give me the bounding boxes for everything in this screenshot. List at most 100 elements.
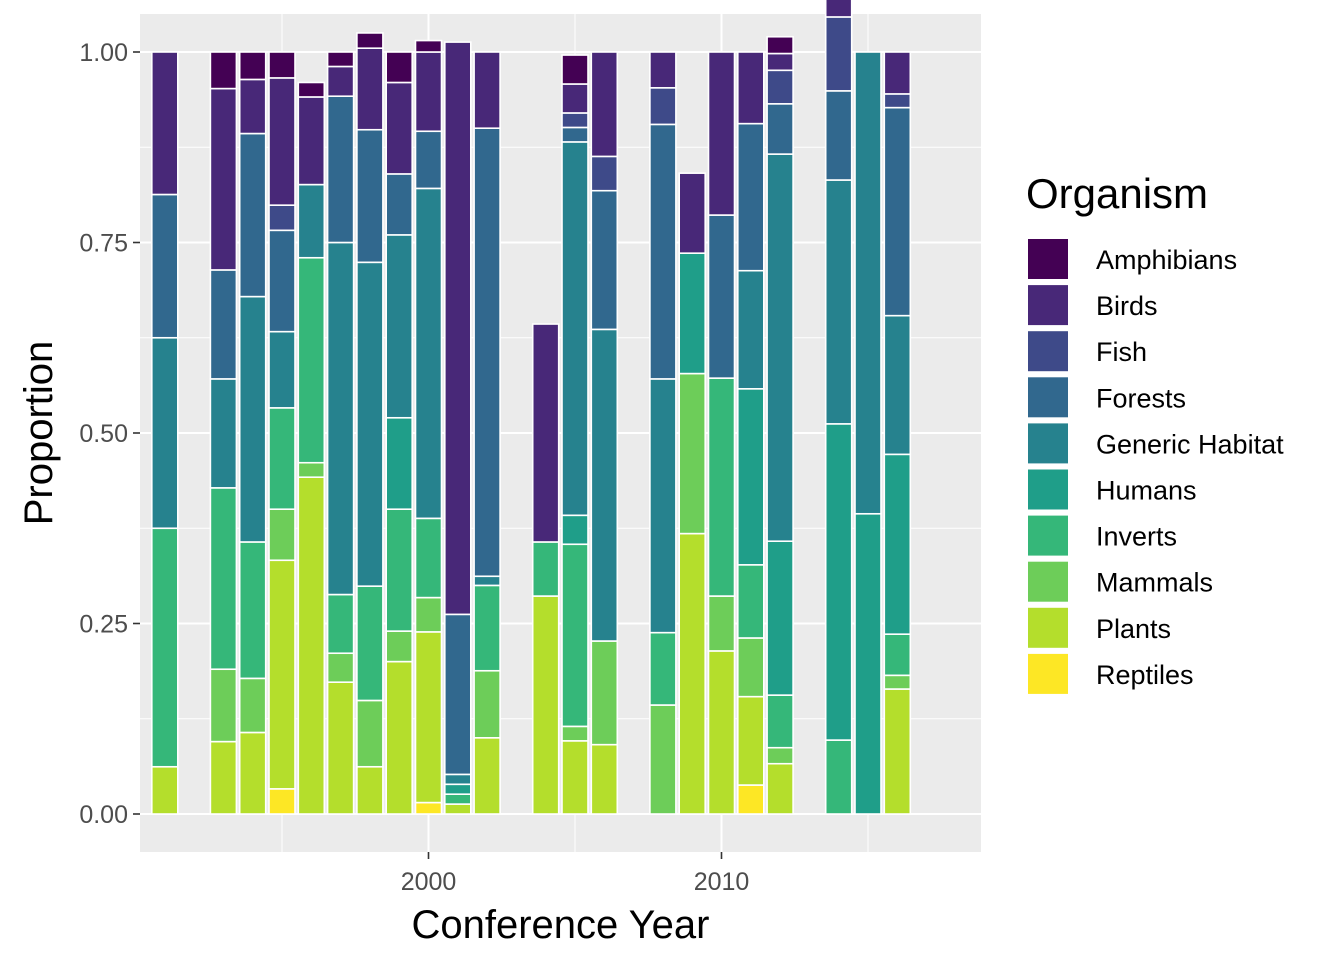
bar-segment-mammals-1998: [356, 699, 384, 768]
legend-label-inverts: Inverts: [1096, 522, 1177, 552]
bar-segment-forests-1999: [385, 173, 414, 236]
bar-segment-inverts-2000: [414, 517, 443, 599]
bar-segment-inverts-2002: [473, 584, 501, 672]
y-axis: 0.00 0.25 0.50 0.75 1.00: [79, 39, 140, 829]
bar-segment-generic-habitat-2012: [766, 153, 794, 543]
legend-key-forests: [1028, 377, 1068, 418]
bar-segment-plants-2000: [414, 631, 443, 804]
bar-segment-mammals-2009: [678, 372, 707, 535]
bar-segment-generic-habitat-2005: [561, 141, 589, 517]
bar-segment-generic-habitat-2006: [590, 328, 619, 642]
bar-segment-birds-2006: [590, 51, 619, 158]
bar-segment-inverts-1991: [151, 527, 179, 768]
bar-segment-forests-1997: [326, 95, 355, 244]
bar-segment-generic-habitat-2000: [414, 187, 443, 520]
bar-segment-birds-1999: [385, 81, 414, 175]
bar-segment-mammals-2005: [561, 725, 589, 742]
bar-segment-birds-1991: [151, 51, 179, 196]
legend-key-humans: [1028, 469, 1068, 510]
bar-segment-forests-2014: [824, 90, 853, 181]
bar-segment-forests-1993: [209, 269, 238, 380]
bar-segment-plants-2011: [736, 695, 765, 786]
bar-segment-plants-1991: [151, 765, 179, 815]
legend-label-fish: Fish: [1096, 337, 1147, 367]
bar-segment-plants-2010: [707, 650, 736, 815]
bar-segment-amphibians-1993: [209, 51, 238, 90]
bar-segment-fish-1995: [268, 204, 296, 232]
bar-segment-birds-2004: [531, 323, 560, 543]
bar-segment-birds-1998: [356, 47, 384, 131]
bar-segment-birds-1995: [268, 77, 296, 206]
bar-segment-birds-1997: [326, 65, 355, 97]
x-axis: 2000 2010: [401, 852, 750, 896]
bar-segment-inverts-1998: [356, 585, 384, 702]
bar-segment-fish-2005: [561, 112, 589, 129]
legend-key-fish: [1028, 331, 1068, 372]
bar-segment-plants-1995: [268, 559, 296, 790]
bar-segment-forests-1998: [356, 128, 384, 264]
bar-segment-plants-2001: [443, 803, 472, 815]
bar-segment-inverts-1994: [238, 541, 267, 680]
bar-segment-inverts-2001: [443, 793, 472, 805]
bar-segment-amphibians-1999: [385, 51, 414, 84]
bar-segment-plants-1993: [209, 740, 238, 815]
bar-segment-amphibians-1998: [356, 32, 384, 49]
bar-segment-mammals-1994: [238, 677, 267, 734]
bar-segment-mammals-2006: [590, 640, 619, 746]
bar-segment-plants-1997: [326, 681, 355, 815]
bar-segment-generic-habitat-1993: [209, 378, 238, 489]
bar-segment-generic-habitat-2015: [854, 51, 882, 515]
bar-segment-inverts-1995: [268, 407, 296, 511]
bar-segment-forests-2002: [473, 127, 501, 578]
bar-segment-generic-habitat-2001: [443, 773, 472, 786]
bar-segment-plants-2012: [766, 762, 794, 815]
bar-segment-forests-1991: [151, 193, 179, 339]
bar-segment-plants-2005: [561, 740, 589, 815]
bar-segment-plants-2016: [883, 688, 912, 815]
bar-segment-amphibians-1997: [326, 51, 355, 68]
bar-segment-inverts-1999: [385, 508, 414, 632]
bar-segment-birds-2002: [473, 51, 501, 129]
bar-segment-forests-2008: [649, 123, 677, 380]
bar-segment-birds-2016: [883, 51, 912, 95]
legend-label-humans: Humans: [1096, 476, 1197, 506]
legend-key-amphibians: [1028, 239, 1068, 279]
legend-key-plants: [1028, 607, 1068, 648]
bar-segment-mammals-2000: [414, 596, 443, 633]
bar-segment-humans-1999: [385, 416, 414, 511]
legend-label-amphibians: Amphibians: [1096, 245, 1237, 275]
legend-key-reptiles: [1028, 653, 1068, 694]
bar-segment-plants-1998: [356, 765, 384, 815]
legend-label-forests: Forests: [1096, 383, 1186, 413]
bar-segment-mammals-1993: [209, 668, 238, 743]
bar-segment-reptiles-2000: [414, 801, 443, 815]
bar-segment-forests-2016: [883, 106, 912, 317]
bar-segment-generic-habitat-1996: [297, 183, 326, 259]
bar-segment-forests-2000: [414, 130, 443, 190]
bar-segment-generic-habitat-1998: [356, 261, 384, 587]
y-tick-label: 0.25: [79, 611, 128, 639]
bar-segment-humans-2001: [443, 783, 472, 795]
bar-segment-plants-2002: [473, 736, 501, 815]
bar-segment-amphibians-2000: [414, 39, 443, 53]
bar-segment-inverts-2004: [531, 541, 560, 597]
bar-segment-humans-2014: [824, 423, 853, 741]
bar-segment-generic-habitat-1995: [268, 330, 296, 409]
x-tick-label: 2000: [401, 868, 457, 896]
bar-segment-inverts-2012: [766, 694, 794, 749]
bar-segment-amphibians-1996: [297, 81, 326, 98]
bar-segment-fish-2014: [824, 16, 853, 92]
bar-segment-humans-2016: [883, 453, 912, 635]
bar-segment-plants-1996: [297, 476, 326, 815]
bar-segment-birds-1994: [238, 78, 267, 135]
bar-segment-forests-2001: [443, 613, 472, 776]
bar-segment-birds-2008: [649, 51, 677, 89]
bar-segment-mammals-2008: [649, 704, 677, 815]
bar-segment-generic-habitat-2016: [883, 314, 912, 456]
bar-segment-plants-2006: [590, 743, 619, 815]
bar-segment-mammals-2010: [707, 595, 736, 652]
legend-label-birds: Birds: [1096, 291, 1158, 321]
bar-segment-amphibians-1995: [268, 51, 296, 79]
x-tick-label: 2010: [694, 868, 750, 896]
bar-segment-plants-1999: [385, 660, 414, 815]
